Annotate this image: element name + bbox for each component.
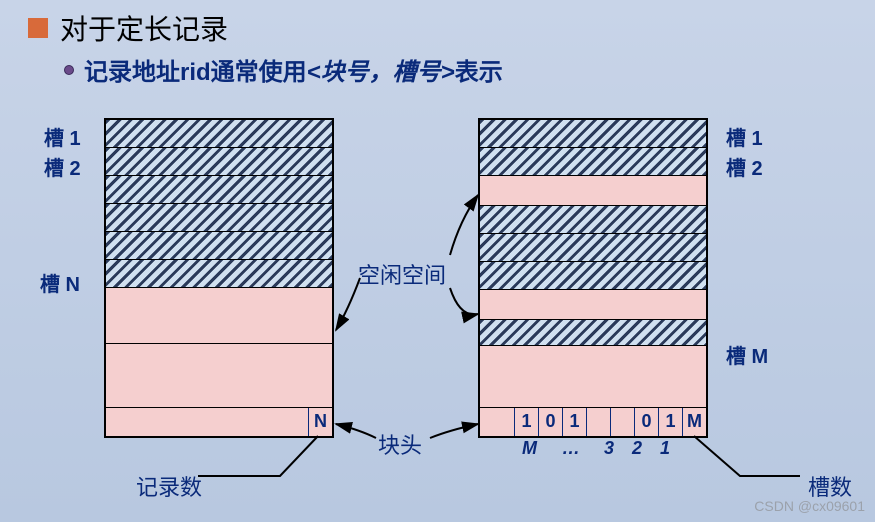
footer-cell [586,408,610,436]
dot-bullet-icon [64,65,74,75]
label-slotM-right: 槽 M [726,340,768,369]
slot-used [480,206,706,234]
slot-used [480,148,706,176]
slot-used [106,148,332,176]
idx-2: 2 [632,438,642,459]
footer-cell [610,408,634,436]
subtitle-em: <块号，槽号> [307,59,455,86]
slot-free [106,288,332,344]
idx-3: 3 [604,438,614,459]
subtitle-pre: 记录地址rid通常使用 [84,59,307,86]
label-free-space: 空闲空间 [358,258,446,290]
square-bullet-icon [28,18,48,38]
label-slot2-left: 槽 2 [44,152,81,181]
slot-used [106,204,332,232]
slot-used [480,320,706,346]
title-text: 对于定长记录 [60,8,228,48]
right-block: 10101M [478,118,708,438]
subtitle-row: 记录地址rid通常使用<块号，槽号>表示 [64,52,503,87]
label-slotN-left: 槽 N [40,268,80,297]
left-block: N [104,118,334,438]
slot-used [106,176,332,204]
footer-cell: M [682,408,706,436]
idx-M: M [522,438,537,459]
watermark: CSDN @cx09601 [754,498,865,514]
slot-used [480,262,706,290]
label-slot2-right: 槽 2 [726,152,763,181]
slot-free [480,290,706,320]
slot-used [106,232,332,260]
slot-free [480,176,706,206]
idx-1: 1 [660,438,670,459]
slot-used [480,120,706,148]
slot-used [106,260,332,288]
footer-cell: 1 [514,408,538,436]
footer-cell: N [308,408,332,436]
footer-cell: 0 [634,408,658,436]
title-row: 对于定长记录 [28,8,228,48]
block-footer: N [106,408,332,436]
footer-cell: 1 [658,408,682,436]
slot-free [480,346,706,408]
slot-used [480,234,706,262]
footer-cell: 0 [538,408,562,436]
slot-free [106,344,332,408]
label-block-header: 块头 [378,428,422,460]
slot-used [106,120,332,148]
label-slot1-left: 槽 1 [44,122,81,151]
block-footer: 10101M [480,408,706,436]
footer-cell: 1 [562,408,586,436]
idx-ellipsis: … [562,438,580,459]
label-slot1-right: 槽 1 [726,122,763,151]
subtitle-text: 记录地址rid通常使用<块号，槽号>表示 [84,52,503,87]
label-record-count: 记录数 [136,470,202,502]
subtitle-post: 表示 [455,59,503,86]
